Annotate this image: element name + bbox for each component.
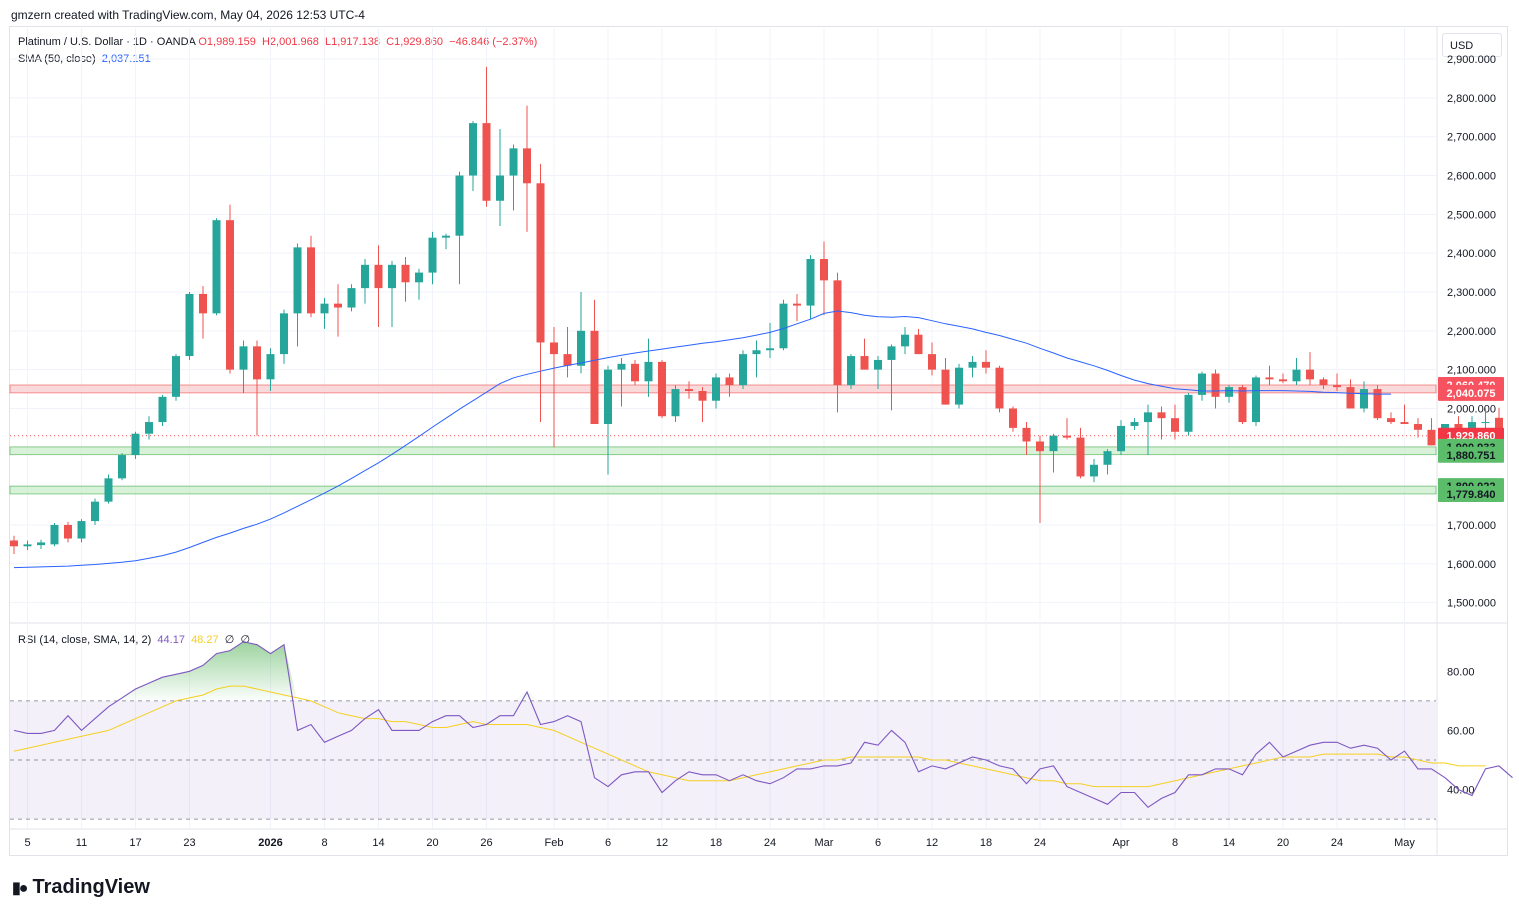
sma-label: SMA (50, close) (18, 53, 96, 65)
high-value: H2,001.968 (261, 36, 319, 48)
rsi-legend: RSI (14, close, SMA, 14, 2) 44.17 48.27 … (18, 633, 250, 646)
chart-frame (9, 26, 1508, 856)
open-value: O1,989.159 (198, 36, 256, 48)
tradingview-logo[interactable]: ▮● TradingView (12, 876, 150, 899)
rsi-label: RSI (14, close, SMA, 14, 2) (18, 634, 152, 646)
rsi-sma-value: 48.27 (191, 634, 219, 646)
low-value: L1,917.138 (324, 36, 381, 48)
sma-value: 2,037.151 (101, 53, 151, 65)
currency-button[interactable]: USD (1442, 33, 1502, 57)
price-legend: Platinum / U.S. Dollar · 1D · OANDA O1,9… (18, 36, 537, 48)
change-value: −46.846 (−2.37%) (449, 36, 538, 48)
tradingview-icon: ▮● (12, 879, 29, 897)
close-value: C1,929.860 (386, 36, 444, 48)
rsi-extra-2: ∅ (240, 634, 251, 646)
brand-label: TradingView (32, 876, 150, 898)
symbol-label: Platinum / U.S. Dollar · 1D · OANDA (18, 36, 196, 48)
rsi-extra-1: ∅ (224, 634, 235, 646)
chart-credit: gmzern created with TradingView.com, May… (11, 8, 365, 22)
sma-legend: SMA (50, close) 2,037.151 (18, 53, 151, 65)
rsi-value: 44.17 (157, 634, 185, 646)
